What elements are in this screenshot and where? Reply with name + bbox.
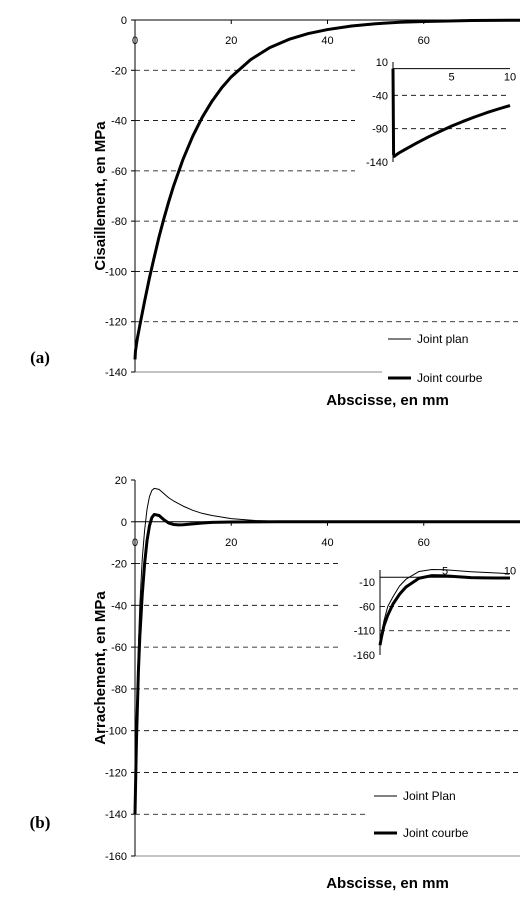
y-tick-label: -100 xyxy=(105,266,127,278)
legend-label: Joint Plan xyxy=(403,789,456,803)
inset-y-tick-label: -60 xyxy=(359,601,375,613)
y-tick-label: -120 xyxy=(105,767,127,779)
x-tick-label: 0 xyxy=(132,35,138,47)
inset-y-tick-label: -40 xyxy=(372,90,388,102)
y-tick-label: -20 xyxy=(111,559,127,571)
y-tick-label: -120 xyxy=(105,317,127,329)
series-line xyxy=(133,18,520,360)
inset-y-tick-label: -10 xyxy=(359,577,375,589)
x-tick-label: 60 xyxy=(418,35,430,47)
series-line xyxy=(133,512,520,815)
chart-panel: 20 0 -20 -40 -60 -80 -100 -120 -140 -160 0 20 40 60 -1… xyxy=(30,475,520,892)
inset-chart: -10 -60 -110 -160 5 10 xyxy=(342,558,520,665)
y-tick-label: -60 xyxy=(111,642,127,654)
legend: Joint plan Joint courbe xyxy=(382,325,520,387)
inset-x-tick-label: 5 xyxy=(448,72,454,84)
inset-series-line xyxy=(379,569,511,646)
legend-label: Joint plan xyxy=(417,332,468,346)
y-tick-label: -100 xyxy=(105,726,127,738)
inset-chart: 10 -40 -90 -140 5 10 xyxy=(355,50,520,172)
panel-label: (b) xyxy=(30,813,51,832)
legend-label: Joint courbe xyxy=(417,371,483,385)
x-tick-label: 40 xyxy=(321,35,333,47)
x-tick-label: 0 xyxy=(132,537,138,549)
y-tick-label: 0 xyxy=(121,517,127,529)
inset-x-tick-label: 5 xyxy=(442,565,448,577)
y-tick-label: -80 xyxy=(111,216,127,228)
x-tick-label: 60 xyxy=(418,537,430,549)
y-axis-title: Arrachement, en MPa xyxy=(92,591,109,745)
y-tick-label: -160 xyxy=(105,851,127,863)
inset-y-tick-label: -110 xyxy=(354,626,375,638)
x-axis-title: Abscisse, en mm xyxy=(326,875,449,892)
inset-x-tick-label: 10 xyxy=(504,72,516,84)
y-tick-label: -140 xyxy=(105,367,127,379)
legend: Joint Plan Joint courbe xyxy=(368,783,520,845)
inset-y-tick-label: 10 xyxy=(376,57,388,69)
y-tick-label: -60 xyxy=(111,166,127,178)
y-tick-label: 20 xyxy=(115,475,127,487)
inset-series-line xyxy=(378,574,511,646)
inset-y-tick-label: -160 xyxy=(353,650,375,662)
x-tick-label: 40 xyxy=(321,537,333,549)
x-axis-title: Abscisse, en mm xyxy=(326,392,449,409)
x-tick-label: 20 xyxy=(225,537,237,549)
panel-label: (a) xyxy=(30,348,50,367)
y-tick-label: -140 xyxy=(105,809,127,821)
inset-x-tick-label: 10 xyxy=(504,565,516,577)
inset-y-tick-label: -140 xyxy=(366,157,388,169)
inset-y-tick-label: -90 xyxy=(372,124,388,136)
y-tick-label: 0 xyxy=(121,15,127,27)
y-tick-label: -80 xyxy=(111,684,127,696)
y-axis-title: Cisaillement, en MPa xyxy=(92,121,109,271)
y-tick-label: -40 xyxy=(111,600,127,612)
y-tick-label: -40 xyxy=(111,116,127,128)
x-tick-label: 20 xyxy=(225,35,237,47)
legend-background xyxy=(368,783,520,845)
y-tick-label: -20 xyxy=(111,65,127,77)
legend-label: Joint courbe xyxy=(403,826,469,840)
chart-panel: 0 -20 -40 -60 -80 -100 -120 -140 0 20 40 60 10 -40 -90… xyxy=(30,15,520,409)
inset-series-line xyxy=(391,68,511,158)
